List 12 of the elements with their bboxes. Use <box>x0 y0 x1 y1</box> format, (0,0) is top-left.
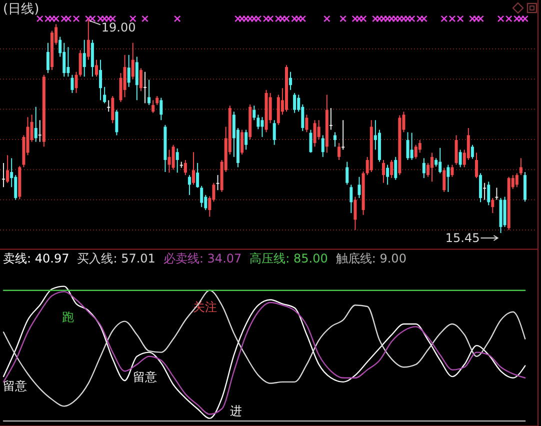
annotation: 留意 <box>3 379 27 393</box>
annotation: 进 <box>230 404 242 418</box>
annotation: 跑 <box>62 310 74 324</box>
annotation: 19.00 <box>101 20 136 35</box>
text: 高压线: 85.00 <box>250 251 328 266</box>
text: 触底线: 9.00 <box>336 251 406 266</box>
annotation: 15.45 <box>445 231 480 245</box>
chart-title: (日线) <box>3 2 40 17</box>
text: 必卖线: 34.07 <box>163 251 242 266</box>
series-label: 卖线: 40.97 <box>3 251 70 266</box>
text: 买入线: 57.01 <box>77 251 156 266</box>
annotation: 留意 <box>133 370 157 384</box>
